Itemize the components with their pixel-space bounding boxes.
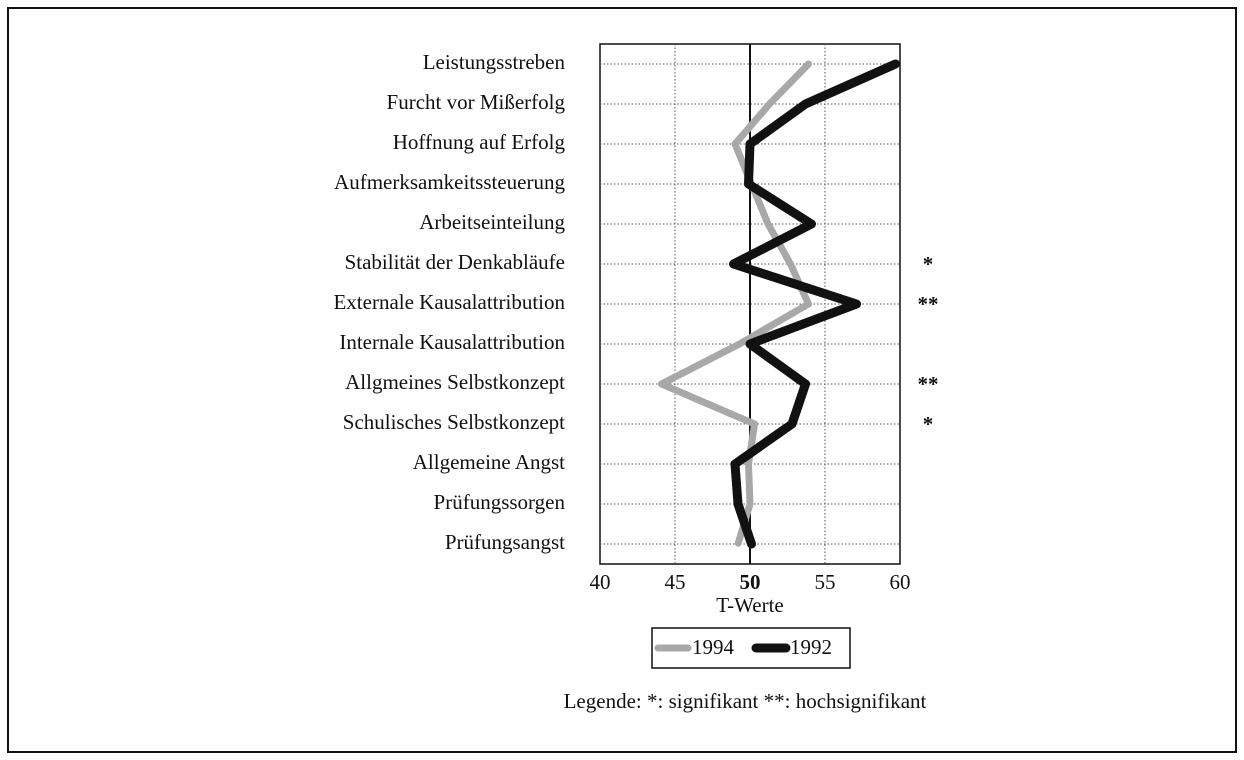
y-tick-label: Arbeitseinteilung [419,210,565,234]
x-axis-label: T-Werte [716,593,784,617]
y-tick-label: Internale Kausalattribution [339,330,565,354]
series-line [729,59,900,549]
y-tick-label: Aufmerksamkeitssteuerung [334,170,565,194]
significance-marker: ** [918,292,939,316]
y-tick-label: Prüfungssorgen [434,490,566,514]
y-tick-label: Leistungsstreben [423,50,566,74]
y-tick-label: Schulisches Selbstkonzept [343,410,565,434]
x-tick-label: 40 [590,570,611,594]
y-tick-label: Prüfungsangst [445,530,565,554]
y-tick-label: Furcht vor Mißerfolg [387,90,566,114]
legend-label: 1994 [692,635,735,659]
footnote: Legende: *: signifikant **: hochsignifik… [564,689,927,713]
x-tick-label: 55 [815,570,836,594]
y-tick-label: Hoffnung auf Erfolg [393,130,566,154]
significance-marker: ** [918,372,939,396]
y-tick-label: Allgemeine Angst [413,450,565,474]
legend-label: 1992 [790,635,832,659]
x-tick-label: 60 [890,570,911,594]
x-tick-label: 50 [740,570,761,594]
y-tick-label: Allgmeines Selbstkonzept [345,370,565,394]
y-tick-label: Externale Kausalattribution [333,290,565,314]
significance-marker: * [923,252,934,276]
series-line [658,60,812,548]
y-tick-label: Stabilität der Denkabläufe [345,250,565,274]
x-tick-label: 45 [665,570,686,594]
significance-marker: * [923,412,934,436]
